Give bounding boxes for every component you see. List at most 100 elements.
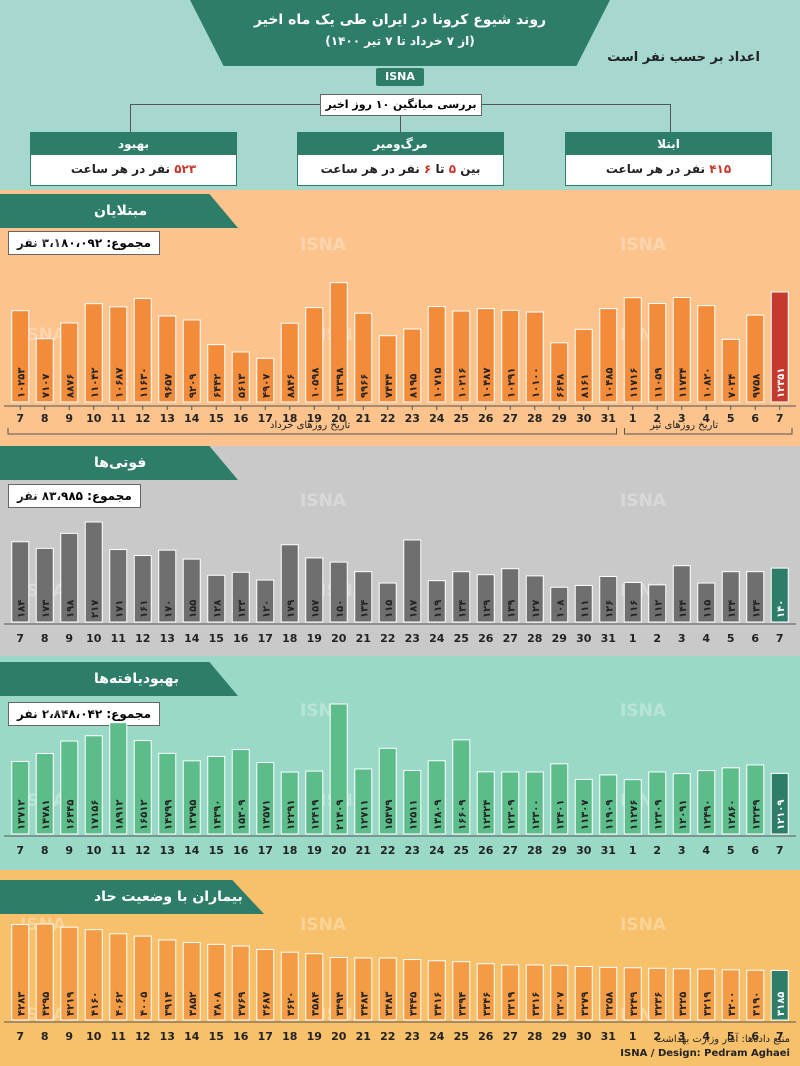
- bar-value-label: ۳۴۴۵: [408, 992, 419, 1016]
- avg-infected-box: ابتلا ۴۱۵ نفر در هر ساعت: [565, 132, 772, 186]
- day-tick-label: 23: [405, 844, 420, 857]
- day-tick-label: 23: [405, 632, 420, 645]
- day-tick-label: 21: [356, 412, 371, 425]
- bar: [672, 296, 691, 403]
- bar-value-label: ۲۱۴۰۹: [335, 799, 346, 830]
- day-tick-label: 15: [209, 632, 224, 645]
- day-tick-label: 29: [552, 1030, 567, 1043]
- recovered-total: مجموع: ۲،۸۴۸،۰۴۲ نفر: [8, 702, 161, 726]
- bar: [721, 767, 740, 835]
- day-tick-label: 8: [41, 632, 49, 645]
- bar: [746, 314, 765, 403]
- bar-value-label: ۱۲۴۱۹: [310, 799, 321, 830]
- bar-value-label: ۱۲۰۹۱: [678, 799, 689, 830]
- bar-value-label: ۹۲۰۹: [188, 374, 199, 398]
- bar-value-label: ۴۰۶۲: [114, 992, 125, 1016]
- avg-deaths-mid: تا: [431, 162, 449, 176]
- day-tick-label: 4: [702, 632, 710, 645]
- day-tick-label: 7: [16, 412, 24, 425]
- bar: [378, 582, 397, 623]
- day-tick-label: 25: [454, 412, 469, 425]
- bar-value-label: ۱۳۴: [727, 600, 738, 618]
- day-tick-label: 14: [184, 412, 200, 425]
- bar-value-label: ۳۸۰۸: [212, 992, 223, 1016]
- day-tick-label: 24: [429, 412, 445, 425]
- avg-deaths-min: ۵: [448, 162, 457, 176]
- day-tick-label: 2: [653, 1030, 661, 1043]
- design-credit: ISNA / Design: Pedram Aghaei: [620, 1048, 790, 1059]
- bar: [623, 779, 642, 835]
- bar: [525, 771, 544, 835]
- day-tick-label: 30: [576, 844, 592, 857]
- infected-chart: ISNAISNAISNAISNAISNAISNA۱۰۲۵۳7۷۱۰۷8۸۸۷۶9…: [4, 235, 796, 435]
- bar-value-label: ۱۳۵۷۱: [261, 799, 272, 830]
- day-tick-label: 18: [282, 844, 297, 857]
- bar-value-label: ۸۱۶۱: [580, 374, 591, 398]
- day-tick-label: 11: [111, 844, 126, 857]
- bar-value-label: ۱۱۱: [580, 600, 591, 618]
- bar-value-label: ۱۲۳۰۹: [506, 799, 517, 830]
- avg-deaths-value-line: بین ۵ تا ۶ نفر در هر ساعت: [298, 155, 503, 183]
- tir-bracket: [624, 428, 793, 435]
- bar-value-label: ۱۰۱۰۰: [531, 367, 542, 398]
- bar: [60, 532, 79, 623]
- bar: [256, 948, 275, 1021]
- bar: [770, 969, 789, 1021]
- bar: [427, 960, 446, 1021]
- avg-infected-unit: نفر در هر ساعت: [605, 162, 710, 176]
- bar: [623, 581, 642, 623]
- bar: [60, 740, 79, 835]
- page-title: روند شیوع کرونا در ایران طی یک ماه اخیر: [253, 12, 547, 28]
- avg-deaths-prefix: بین: [456, 162, 481, 176]
- day-tick-label: 7: [776, 412, 784, 425]
- day-tick-label: 28: [527, 412, 542, 425]
- bar-value-label: ۳۵۸۴: [310, 992, 321, 1016]
- bar: [452, 571, 471, 623]
- bar-value-label: ۱۳۳: [237, 600, 248, 618]
- bar-value-label: ۱۳۷۹۵: [188, 799, 199, 830]
- bar-value-label: ۳۱۸۵: [776, 992, 787, 1016]
- tree-connector: [400, 114, 401, 132]
- bar-value-label: ۱۲۳۵۱: [776, 367, 787, 398]
- bar-value-label: ۱۳۳۹۸: [335, 367, 346, 398]
- bar: [770, 291, 789, 403]
- infected-section-title: مبتلایان: [0, 194, 238, 228]
- bar: [280, 544, 299, 623]
- day-tick-label: 22: [380, 1030, 395, 1043]
- day-tick-label: 2: [653, 412, 661, 425]
- bar-value-label: ۱۵۴۷۹: [384, 799, 395, 830]
- bar: [109, 722, 128, 835]
- bar-value-label: ۱۰۷۱۵: [433, 367, 444, 398]
- deaths-total: مجموع: ۸۳،۹۸۵ نفر: [8, 484, 141, 508]
- bar: [354, 957, 373, 1021]
- day-tick-label: 19: [307, 632, 322, 645]
- bar-value-label: ۱۲۵۱۱: [408, 799, 419, 830]
- bar-value-label: ۱۳۲۴۹: [751, 799, 762, 830]
- day-tick-label: 6: [751, 844, 759, 857]
- bar: [231, 571, 250, 623]
- tree-connector: [670, 104, 671, 132]
- bar-value-label: ۴۲۱۹: [65, 992, 76, 1016]
- watermark: ISNA: [620, 915, 667, 935]
- bar: [256, 762, 275, 835]
- bar-value-label: ۱۴۴: [678, 600, 689, 618]
- bar-value-label: ۱۰۲۱۶: [457, 367, 468, 398]
- bar: [525, 575, 544, 623]
- bar-value-label: ۳۲۱۹: [702, 992, 713, 1016]
- bar: [231, 945, 250, 1021]
- day-tick-label: 17: [258, 632, 273, 645]
- day-tick-label: 2: [653, 844, 661, 857]
- bar: [84, 303, 103, 403]
- bar: [574, 328, 593, 403]
- averages-title: بررسی میانگین ۱۰ روز اخیر: [320, 94, 482, 116]
- bar-value-label: ۹۷۵۸: [751, 374, 762, 398]
- bar-value-label: ۹۹۶۶: [359, 374, 370, 398]
- bar-value-label: ۱۵۵: [188, 600, 199, 618]
- bar-value-label: ۱۰۴۸۷: [482, 367, 493, 398]
- bar-value-label: ۱۶۱: [139, 600, 150, 618]
- bar: [84, 735, 103, 835]
- day-tick-label: 1: [629, 632, 637, 645]
- deaths-section-bg: [0, 446, 800, 656]
- day-tick-label: 15: [209, 1030, 224, 1043]
